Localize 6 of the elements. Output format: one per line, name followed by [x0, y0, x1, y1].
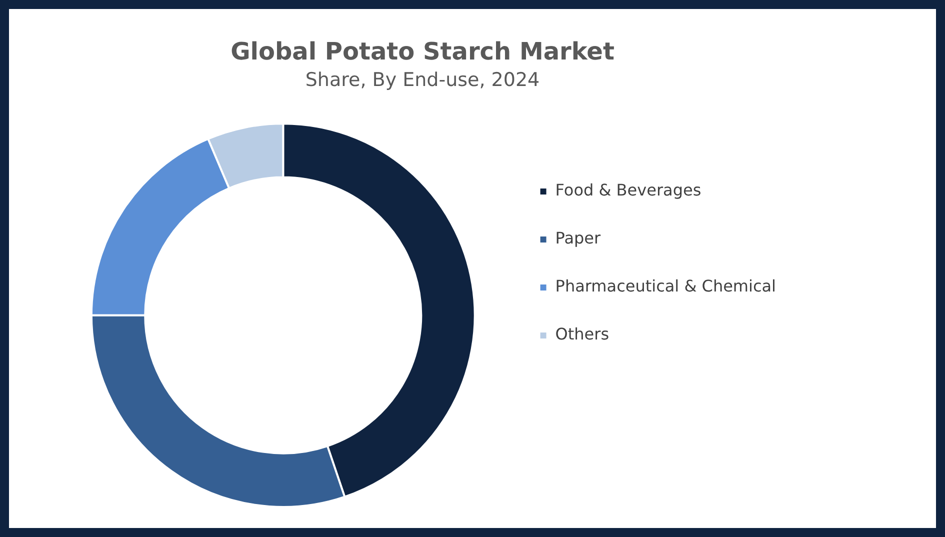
chart-subtitle: Share, By End-use, 2024 — [305, 69, 540, 92]
chart-title: Global Potato Starch Market — [230, 38, 614, 66]
legend-label: Pharmaceutical & Chemical — [555, 276, 776, 296]
legend-label: Paper — [555, 228, 602, 248]
legend-label: Others — [555, 324, 610, 344]
legend-label: Food & Beverages — [555, 180, 702, 200]
